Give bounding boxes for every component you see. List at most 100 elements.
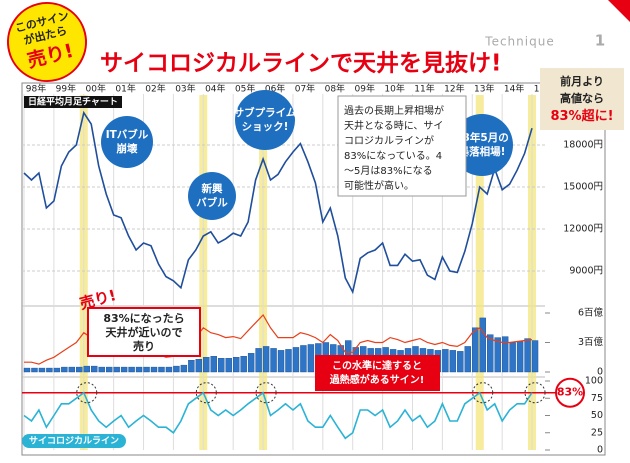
volume-bar <box>472 327 479 373</box>
callout-text-line: 新興 <box>202 182 223 195</box>
volume-bar <box>165 366 173 373</box>
data-line <box>23 110 533 295</box>
volume-bar <box>531 340 539 373</box>
y-tick-label: 12000円 <box>563 224 603 235</box>
note-box <box>337 95 467 197</box>
callout-text: 83%になったら天井が近いので売り <box>103 312 184 353</box>
x-tick-label: 01年 <box>115 83 135 95</box>
volume-bar <box>173 365 180 373</box>
volume-bar <box>61 366 68 373</box>
badge: このサイン が出たら 売り! <box>7 2 87 82</box>
volume-bar <box>76 366 83 373</box>
volume-bar <box>487 334 494 373</box>
volume-bar <box>158 366 165 373</box>
x-tick-label: 99年 <box>56 83 76 95</box>
volume-bar <box>143 366 150 373</box>
volume-bar <box>98 366 105 373</box>
x-tick-label: 13年 <box>474 83 494 95</box>
y-tick-label: 100 <box>585 376 603 387</box>
chart-label-box <box>24 96 122 108</box>
callout-text: この水準に達すると過熱感があるサイン! <box>329 359 425 386</box>
x-tick-label: 08年 <box>325 83 345 95</box>
volume-bar <box>210 356 217 373</box>
volume-bar <box>23 367 31 373</box>
corner-mark <box>608 0 630 22</box>
note-text-line: 天井となる時に、サイ <box>344 119 443 132</box>
note-text-line: ～5月は83%になる <box>344 165 433 177</box>
volume-bar <box>307 344 315 373</box>
data-line <box>23 391 533 440</box>
signal-circle <box>472 382 494 404</box>
callout-text-line: 天井が近いので <box>106 325 183 339</box>
volume-bar <box>150 366 158 373</box>
volume-bar <box>53 367 61 373</box>
volume-bar <box>46 367 53 373</box>
y-tick-label: 0 <box>597 367 603 378</box>
callout-text-line: 崩壊 <box>117 142 138 155</box>
signal-circle <box>195 382 217 404</box>
callout-text: 13年5月の暴落相場! <box>455 131 508 158</box>
callout-text-line: ショック! <box>242 121 289 133</box>
volume-bar <box>68 366 76 373</box>
series-label: サイコロジカルライン <box>29 436 119 447</box>
x-tick-label: 00年 <box>86 83 106 95</box>
signal-highlight <box>475 95 484 450</box>
volume-bar <box>285 349 292 373</box>
volume-bar <box>516 341 524 373</box>
threshold-badge <box>555 377 585 408</box>
threshold-label: 83% <box>557 386 583 399</box>
technique-label: Technique <box>484 35 554 49</box>
y-tick-label: 3百億 <box>578 336 604 348</box>
volume-bar <box>128 366 135 373</box>
y-tick-label: 9000円 <box>569 266 603 277</box>
x-tick-label: 11年 <box>414 83 434 95</box>
signal-circle <box>76 382 98 404</box>
volume-bar <box>449 350 457 373</box>
volume-bar <box>479 317 486 373</box>
highlight-text-line: 83%超に! <box>550 108 613 124</box>
callout-text-line: 13年5月の <box>455 131 508 144</box>
y-tick-label: 0 <box>597 445 603 456</box>
chart-title: サイコロジカルラインで天井を見抜け! <box>100 50 502 77</box>
callout-box <box>315 355 440 391</box>
volume-bar <box>509 342 516 373</box>
volume-bar <box>270 348 277 373</box>
x-tick-label: 14年 <box>504 83 524 95</box>
y-tick-label: 75 <box>591 393 603 404</box>
highlight-box <box>540 68 624 130</box>
volume-bar <box>457 351 464 373</box>
volume-bar <box>203 357 210 373</box>
signal-circle <box>255 382 277 404</box>
volume-bar <box>188 360 195 373</box>
note-text-line: 過去の長期上昇相場が <box>344 104 444 117</box>
volume-bar <box>277 350 285 373</box>
volume-bar <box>300 345 307 373</box>
volume-bar <box>38 367 46 373</box>
technique-number: 1 <box>595 32 605 50</box>
y-tick-label: 50 <box>591 410 603 421</box>
note-text-line: コロジカルラインが <box>344 134 434 147</box>
chart-label: 日経平均月足チャート <box>28 96 118 108</box>
volume-bar <box>225 358 232 373</box>
volume-bar <box>240 356 247 373</box>
x-tick-label: 98年 <box>26 83 46 95</box>
signal-circle <box>524 382 546 404</box>
callout-bubble <box>235 90 295 150</box>
x-tick-label: 10年 <box>384 83 404 95</box>
highlight-text: 前月より高値なら 83%超に! <box>550 74 613 124</box>
y-tick-label: 18000円 <box>563 140 603 151</box>
callout-text-line: 83%になったら <box>103 312 184 325</box>
volume-bar <box>135 366 143 373</box>
y-tick-label: 25 <box>591 427 603 438</box>
y-tick-label: 15000円 <box>563 182 603 193</box>
series-label-box <box>22 434 126 448</box>
x-tick-label: 12年 <box>444 83 464 95</box>
callout-text: 新興バブル <box>196 182 228 209</box>
volume-bar <box>195 359 203 373</box>
callout-text: ITバブル崩壊 <box>106 128 149 155</box>
x-tick-label: 07年 <box>295 83 315 95</box>
volume-bar <box>113 366 120 373</box>
x-tick-label: 05年 <box>235 83 255 95</box>
volume-bar <box>180 364 188 373</box>
